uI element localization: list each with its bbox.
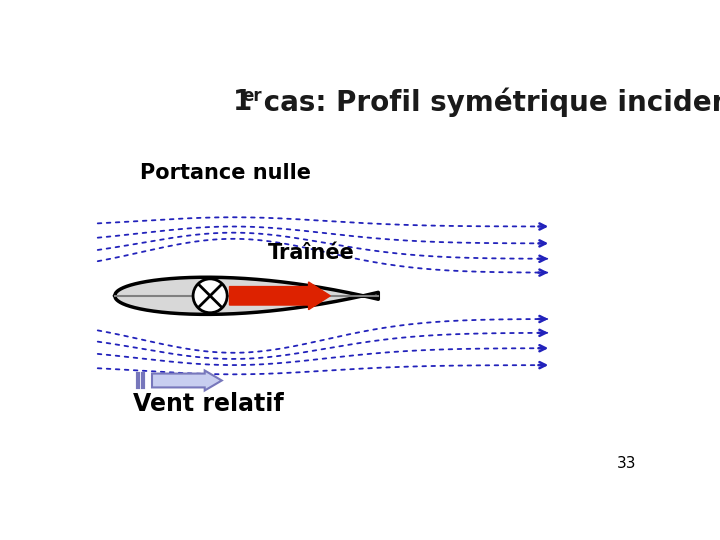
Text: cas: Profil symétrique incidence nulle: cas: Profil symétrique incidence nulle <box>254 87 720 117</box>
Text: 33: 33 <box>617 456 636 471</box>
Text: Vent relatif: Vent relatif <box>132 392 284 416</box>
Text: Portance nulle: Portance nulle <box>140 163 311 183</box>
FancyArrow shape <box>230 282 330 309</box>
Text: Traînée: Traînée <box>267 244 354 264</box>
Text: 1: 1 <box>233 88 253 116</box>
Polygon shape <box>114 277 378 314</box>
FancyArrow shape <box>152 370 222 390</box>
Text: er: er <box>243 86 262 105</box>
Circle shape <box>193 279 228 313</box>
